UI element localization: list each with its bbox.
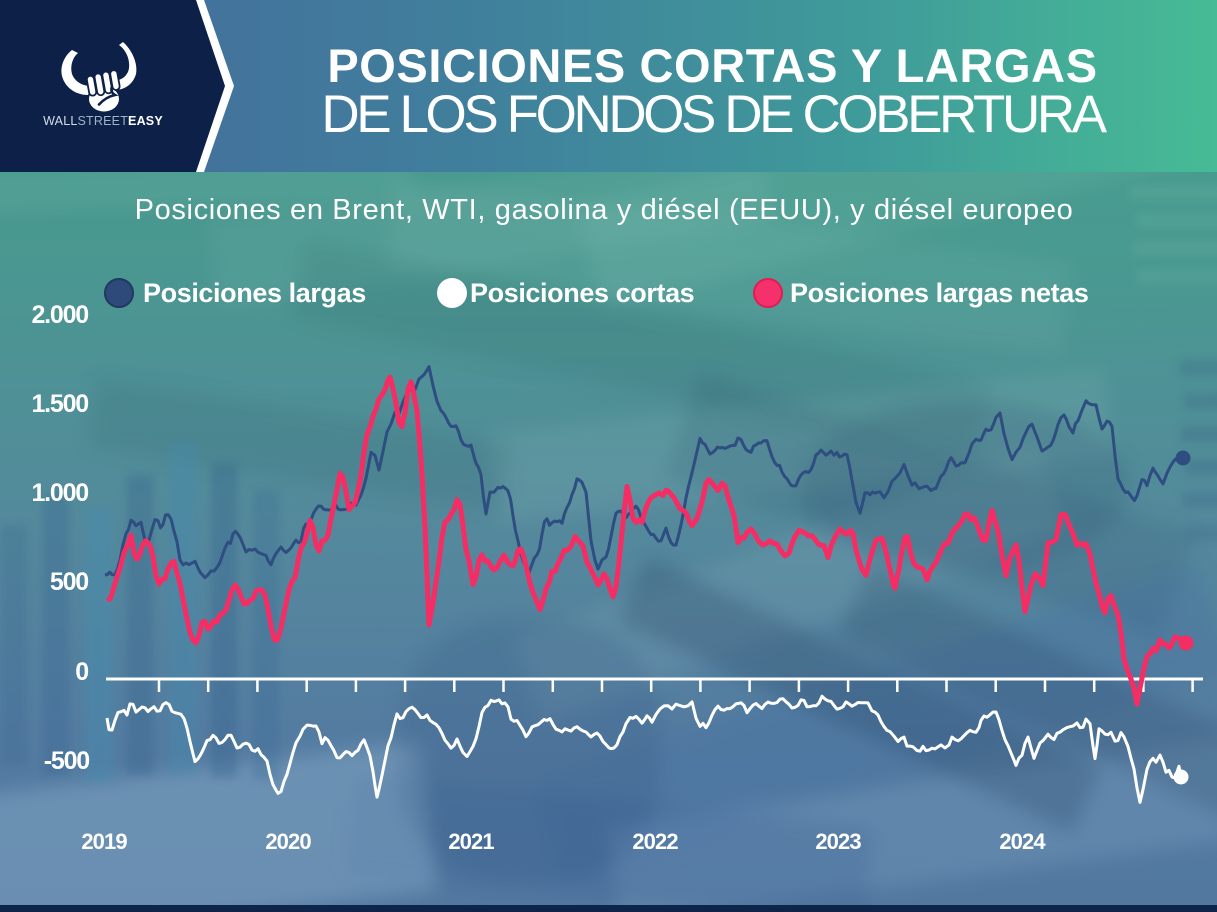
svg-text:1.000: 1.000 [31, 479, 88, 507]
svg-text:-500: -500 [44, 747, 90, 775]
svg-text:2020: 2020 [265, 829, 311, 854]
svg-text:WALLSTREETEASY: WALLSTREETEASY [43, 114, 163, 128]
svg-text:500: 500 [50, 568, 88, 596]
svg-text:2021: 2021 [448, 829, 494, 854]
svg-text:2.000: 2.000 [31, 301, 88, 329]
svg-text:1.500: 1.500 [31, 390, 88, 418]
svg-text:2024: 2024 [999, 829, 1046, 854]
svg-text:2023: 2023 [815, 829, 861, 854]
svg-text:2022: 2022 [632, 829, 678, 854]
svg-text:0: 0 [75, 658, 88, 686]
svg-text:2019: 2019 [81, 829, 127, 854]
